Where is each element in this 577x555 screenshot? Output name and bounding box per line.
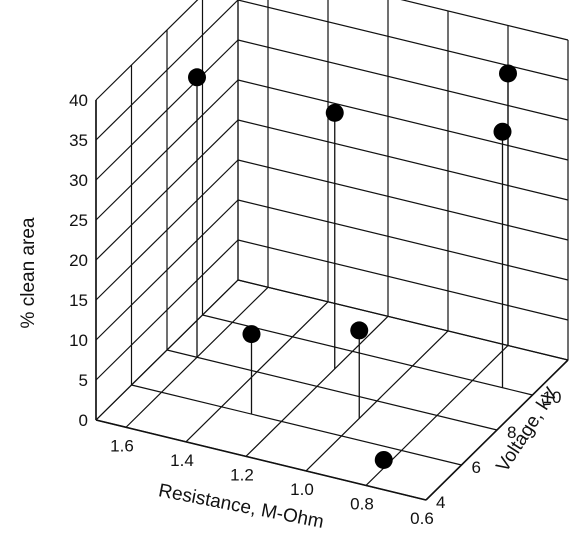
left-wall-gridline — [95, 79, 239, 221]
z-tick-label: 25 — [69, 211, 88, 230]
x-tick-label: 1.4 — [170, 451, 194, 470]
data-point — [188, 68, 206, 87]
axes — [95, 100, 569, 501]
z-tick-label: 40 — [69, 91, 88, 110]
data-point — [493, 122, 512, 141]
y-axis-label: Voltage, kV — [492, 384, 562, 476]
left-wall-gridline — [95, 0, 199, 101]
back-wall-gridline — [237, 199, 569, 281]
x-tick-label: 1.6 — [110, 436, 134, 455]
y-tick-label: 8 — [507, 423, 516, 442]
z-tick-label: 10 — [69, 331, 88, 350]
data-point — [499, 64, 517, 83]
left-wall-gridline — [95, 279, 239, 421]
z-tick-label: 15 — [69, 291, 88, 310]
left-wall-gridline — [95, 239, 239, 381]
data-point — [242, 325, 261, 344]
back-wall-gridline — [237, 279, 569, 361]
x-tick-label: 0.6 — [410, 509, 434, 528]
back-wall-gridline — [237, 39, 569, 121]
back-wall-gridline — [237, 119, 569, 201]
floor-gridline — [131, 384, 462, 466]
back-wall-gridline — [400, 0, 569, 41]
z-tick-label: 0 — [79, 411, 88, 430]
y-tick-label: 10 — [543, 388, 562, 407]
floor-gridline — [166, 349, 498, 431]
data-point — [374, 450, 393, 469]
data-points — [188, 64, 517, 469]
back-wall-gridline — [237, 0, 569, 81]
y-tick-label: 6 — [472, 458, 481, 477]
x-axis-line — [95, 419, 427, 501]
stems — [196, 73, 509, 468]
tick-labels: 05101520253035401.61.41.21.00.80.6468101… — [69, 91, 562, 528]
y-axis-line — [425, 359, 569, 501]
left-wall-gridline — [95, 119, 239, 261]
x-tick-label: 1.2 — [230, 465, 254, 484]
x-tick-label: 1.0 — [290, 480, 314, 499]
left-wall-gridline — [95, 39, 239, 181]
data-point — [325, 103, 344, 122]
z-tick-label: 30 — [69, 171, 88, 190]
z-tick-label: 35 — [69, 131, 88, 150]
grid — [95, 0, 569, 501]
z-tick-label: 20 — [69, 251, 88, 270]
back-wall-gridline — [237, 239, 569, 321]
left-wall-gridline — [95, 159, 239, 301]
back-wall-gridline — [237, 159, 569, 241]
back-wall-gridline — [237, 79, 569, 161]
x-tick-label: 0.8 — [350, 494, 374, 513]
z-tick-label: 5 — [79, 371, 88, 390]
left-wall-gridline — [95, 199, 239, 341]
data-point — [350, 321, 369, 340]
left-wall-gridline — [95, 0, 239, 141]
y-tick-label: 4 — [436, 493, 445, 512]
z-axis-label: % clean area — [18, 217, 39, 328]
